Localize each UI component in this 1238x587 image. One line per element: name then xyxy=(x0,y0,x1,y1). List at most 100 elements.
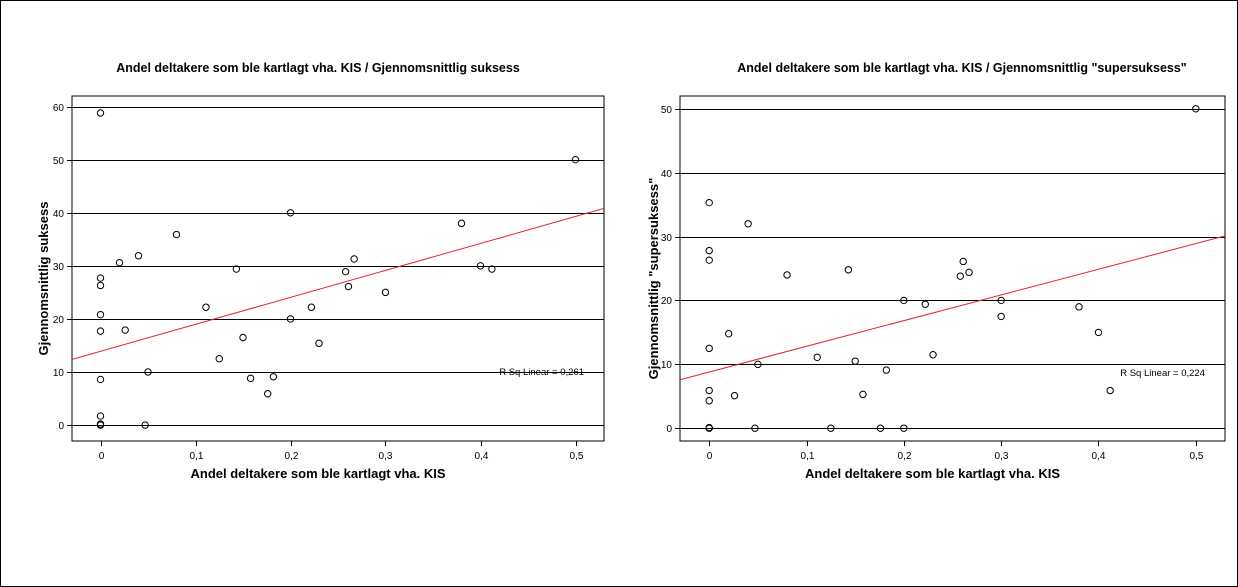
data-point xyxy=(96,375,105,384)
data-point xyxy=(1075,303,1083,311)
x-tick-label: 0 xyxy=(99,451,105,462)
data-point xyxy=(705,386,713,395)
data-point xyxy=(851,357,859,365)
y-tick-label: 10 xyxy=(53,368,65,379)
data-point xyxy=(705,198,713,207)
data-point xyxy=(1094,328,1103,337)
data-point xyxy=(96,274,105,282)
y-tick-label: 0 xyxy=(666,424,672,435)
data-point xyxy=(705,344,713,353)
data-point xyxy=(350,255,358,263)
data-point xyxy=(476,262,485,270)
x-tick-label: 0,1 xyxy=(190,451,204,462)
data-point xyxy=(876,424,885,432)
data-point xyxy=(744,220,752,228)
plot-area xyxy=(71,95,605,442)
data-point xyxy=(724,329,733,338)
r-squared-label: R Sq Linear = 0,261 xyxy=(499,367,584,378)
data-point xyxy=(341,267,350,276)
y-tick-label: 0 xyxy=(58,421,64,432)
data-point xyxy=(900,296,908,305)
chart-title: Andel deltakere som ble kartlagt vha. KI… xyxy=(116,61,520,75)
data-point xyxy=(246,374,255,383)
data-point xyxy=(754,360,762,369)
data-point xyxy=(269,373,278,381)
data-point xyxy=(344,282,353,291)
y-tick-label: 10 xyxy=(661,360,673,371)
data-point xyxy=(751,424,759,432)
data-point xyxy=(96,421,105,429)
data-point xyxy=(997,296,1005,305)
data-point xyxy=(705,397,713,405)
data-point xyxy=(929,351,937,359)
data-point xyxy=(844,266,853,274)
data-point xyxy=(965,268,973,277)
data-point xyxy=(96,281,105,290)
x-tick-label: 0,5 xyxy=(1190,451,1204,462)
y-tick-label: 50 xyxy=(661,105,673,116)
x-tick-label: 0,1 xyxy=(801,451,815,462)
data-point xyxy=(571,155,580,164)
chart-title: Andel deltakere som ble kartlagt vha. KI… xyxy=(737,61,1187,75)
y-tick-label: 40 xyxy=(661,169,673,180)
data-point xyxy=(96,109,105,117)
data-point xyxy=(956,272,964,280)
y-tick-label: 40 xyxy=(53,209,65,220)
data-point xyxy=(1192,105,1200,113)
y-axis-title: Gjennomsnittlig "supersuksess" xyxy=(646,178,661,380)
y-tick-label: 60 xyxy=(53,103,65,114)
x-tick-label: 0,3 xyxy=(995,451,1009,462)
data-point xyxy=(144,368,152,376)
data-point xyxy=(900,424,908,432)
y-tick-label: 50 xyxy=(53,156,65,167)
data-point xyxy=(307,303,316,311)
data-point xyxy=(96,310,105,319)
data-point xyxy=(381,288,390,297)
chart-2: 0 10 20 30 40 50 0 0,1 0,2 0,3 0,4 0,5 R Sq Linear =… xyxy=(646,61,1226,481)
data-point xyxy=(827,424,835,432)
x-tick-label: 0,2 xyxy=(898,451,912,462)
data-point xyxy=(783,271,791,279)
y-tick-label: 30 xyxy=(661,233,673,244)
data-point xyxy=(172,230,181,239)
data-point xyxy=(286,315,295,323)
data-point xyxy=(96,412,105,420)
y-axis-title: Gjennomsnittlig suksess xyxy=(36,202,51,356)
data-point xyxy=(705,246,713,255)
data-point xyxy=(813,353,821,362)
data-point xyxy=(202,303,210,311)
x-tick-label: 0,2 xyxy=(285,451,299,462)
data-point xyxy=(121,326,129,334)
x-tick-label: 0 xyxy=(707,451,713,462)
data-point xyxy=(730,391,739,400)
x-tick-label: 0,4 xyxy=(475,451,489,462)
data-point xyxy=(239,333,247,342)
y-tick-label: 20 xyxy=(53,315,65,326)
x-tick-label: 0,3 xyxy=(379,451,393,462)
x-axis-title: Andel deltakere som ble kartlagt vha. KI… xyxy=(805,466,1060,481)
data-point xyxy=(115,258,124,267)
data-point xyxy=(859,390,867,399)
plot-area xyxy=(679,95,1226,442)
data-point xyxy=(921,300,929,308)
y-tick-label: 20 xyxy=(661,296,673,307)
x-axis-title: Andel deltakere som ble kartlagt vha. KI… xyxy=(190,466,445,481)
data-point xyxy=(457,219,466,228)
data-point xyxy=(141,421,149,429)
data-point xyxy=(959,257,967,266)
data-point xyxy=(488,265,496,273)
data-point xyxy=(215,355,223,363)
data-point xyxy=(882,366,891,374)
data-point xyxy=(286,209,295,217)
data-point xyxy=(232,265,241,273)
x-tick-label: 0,5 xyxy=(570,451,584,462)
x-tick-label: 0,4 xyxy=(1092,451,1106,462)
data-point xyxy=(134,252,143,260)
data-point xyxy=(96,327,105,335)
data-point xyxy=(264,390,272,398)
regression-line xyxy=(680,235,1225,381)
data-point xyxy=(997,312,1005,321)
data-point xyxy=(315,339,323,348)
data-point xyxy=(705,424,713,432)
